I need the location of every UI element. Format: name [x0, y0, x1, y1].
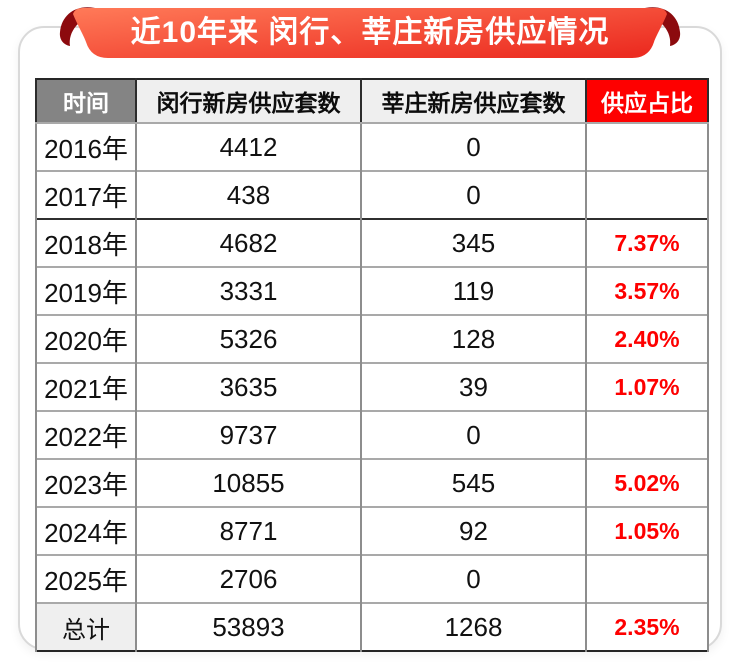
year-cell: 2022年 — [35, 410, 137, 459]
table-row: 2023年 10855 545 5.02% — [35, 458, 709, 507]
table-row: 2025年 2706 0 — [35, 554, 709, 603]
total-label-cell: 总计 — [35, 602, 137, 651]
minhang-cell: 10855 — [135, 458, 362, 507]
table-row: 2016年 4412 0 — [35, 122, 709, 171]
total-xinzhuang-cell: 1268 — [360, 602, 587, 651]
ribbon-left-fold-icon — [59, 7, 102, 46]
table-row: 2019年 3331 119 3.57% — [35, 266, 709, 315]
ratio-cell: 2.40% — [585, 314, 709, 363]
ratio-cell: 3.57% — [585, 266, 709, 315]
ratio-cell: 1.07% — [585, 362, 709, 411]
xinzhuang-cell: 0 — [360, 410, 587, 459]
xinzhuang-cell: 0 — [360, 170, 587, 219]
xinzhuang-cell: 128 — [360, 314, 587, 363]
ribbon-right-fold-icon — [638, 7, 681, 46]
ratio-cell — [585, 170, 709, 219]
xinzhuang-cell: 119 — [360, 266, 587, 315]
table-row: 2020年 5326 128 2.40% — [35, 314, 709, 363]
minhang-cell: 4412 — [135, 122, 362, 171]
header-xinzhuang: 莘庄新房供应套数 — [360, 79, 587, 124]
table-row: 2021年 3635 39 1.07% — [35, 362, 709, 411]
supply-table: 时间 闵行新房供应套数 莘庄新房供应套数 供应占比 2016年 4412 0 2… — [35, 78, 709, 652]
ratio-cell — [585, 410, 709, 459]
year-cell: 2024年 — [35, 506, 137, 555]
minhang-cell: 438 — [135, 170, 362, 219]
table-card: 时间 闵行新房供应套数 莘庄新房供应套数 供应占比 2016年 4412 0 2… — [18, 26, 722, 652]
year-cell: 2021年 — [35, 362, 137, 411]
minhang-cell: 5326 — [135, 314, 362, 363]
table-body: 2016年 4412 0 2017年 438 0 2018年 4682 345 … — [35, 122, 709, 603]
header-row: 时间 闵行新房供应套数 莘庄新房供应套数 供应占比 — [35, 79, 709, 124]
xinzhuang-cell: 545 — [360, 458, 587, 507]
total-row: 总计 53893 1268 2.35% — [35, 602, 709, 651]
ratio-cell — [585, 122, 709, 171]
minhang-cell: 3331 — [135, 266, 362, 315]
ratio-cell: 7.37% — [585, 218, 709, 267]
minhang-cell: 8771 — [135, 506, 362, 555]
minhang-cell: 2706 — [135, 554, 362, 603]
year-cell: 2018年 — [35, 218, 137, 267]
page-title: 近10年来 闵行、莘庄新房供应情况 — [130, 16, 610, 49]
header-ratio: 供应占比 — [585, 79, 709, 124]
minhang-cell: 9737 — [135, 410, 362, 459]
total-ratio-cell: 2.35% — [585, 602, 709, 651]
year-cell: 2016年 — [35, 122, 137, 171]
header-minhang: 闵行新房供应套数 — [135, 79, 362, 124]
xinzhuang-cell: 0 — [360, 554, 587, 603]
table-row: 2024年 8771 92 1.05% — [35, 506, 709, 555]
header-time: 时间 — [35, 79, 137, 124]
minhang-cell: 4682 — [135, 218, 362, 267]
xinzhuang-cell: 39 — [360, 362, 587, 411]
ratio-cell: 1.05% — [585, 506, 709, 555]
table-row: 2022年 9737 0 — [35, 410, 709, 459]
year-cell: 2017年 — [35, 170, 137, 219]
ribbon-graphic — [59, 7, 681, 58]
ratio-cell: 5.02% — [585, 458, 709, 507]
year-cell: 2019年 — [35, 266, 137, 315]
year-cell: 2023年 — [35, 458, 137, 507]
title-ribbon: 近10年来 闵行、莘庄新房供应情况 — [58, 0, 682, 62]
xinzhuang-cell: 0 — [360, 122, 587, 171]
ratio-cell — [585, 554, 709, 603]
ribbon-band — [73, 8, 667, 58]
table-row: 2018年 4682 345 7.37% — [35, 218, 709, 267]
table-row: 2017年 438 0 — [35, 170, 709, 219]
xinzhuang-cell: 92 — [360, 506, 587, 555]
year-cell: 2020年 — [35, 314, 137, 363]
year-cell: 2025年 — [35, 554, 137, 603]
minhang-cell: 3635 — [135, 362, 362, 411]
total-minhang-cell: 53893 — [135, 602, 362, 651]
xinzhuang-cell: 345 — [360, 218, 587, 267]
